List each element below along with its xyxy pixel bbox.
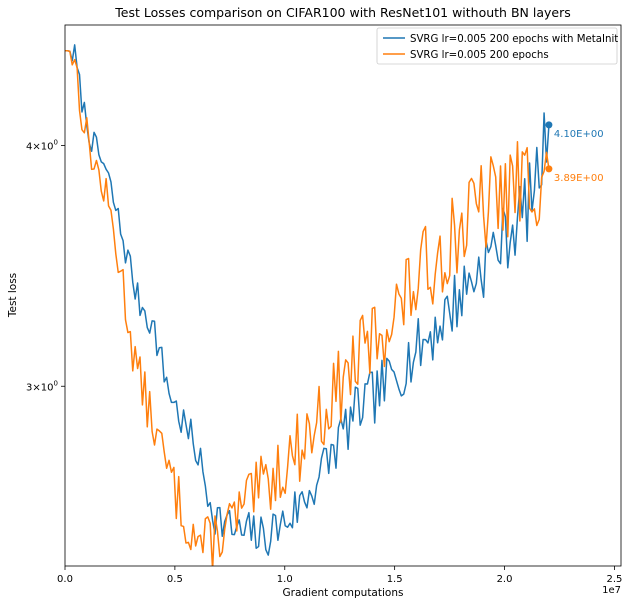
x-tick-label: 0.5 xyxy=(167,574,183,585)
x-tick-label: 2.0 xyxy=(497,574,513,585)
plot-frame xyxy=(64,24,622,567)
legend-entry-baseline: SVRG lr=0.005 200 epochs xyxy=(410,50,549,61)
legend: SVRG lr=0.005 200 epochs with MetaInit S… xyxy=(376,27,618,65)
legend-entry-metainit: SVRG lr=0.005 200 epochs with MetaInit xyxy=(410,34,618,45)
x-tick-label: 1.5 xyxy=(387,574,403,585)
y-tick-ten: 10 xyxy=(41,142,54,153)
series-end-label-0: 4.10E+00 xyxy=(554,129,604,140)
y-tick-ten: 10 xyxy=(41,382,54,393)
y-axis-label: Test loss xyxy=(7,273,19,318)
y-tick-mult: × xyxy=(32,142,40,153)
chart-title: Test Losses comparison on CIFAR100 with … xyxy=(114,5,570,20)
series-end-marker-1 xyxy=(545,165,553,173)
series-end-marker-0 xyxy=(545,121,553,129)
y-tick-base: 3 xyxy=(26,382,32,393)
x-tick-label: 0.0 xyxy=(57,574,73,585)
y-tick-label: 4×100 xyxy=(26,139,58,153)
y-tick-exponent: 0 xyxy=(54,139,58,147)
series-layer xyxy=(65,44,550,566)
x-axis-label: Gradient computations xyxy=(283,587,404,599)
end-markers: 4.10E+00 3.89E+00 xyxy=(545,121,604,184)
y-tick-exponent: 0 xyxy=(54,379,58,387)
y-tick-base: 4 xyxy=(26,142,32,153)
x-axis-ticks: 0.0 0.5 1.0 1.5 2.0 2.5 xyxy=(57,566,622,585)
series-end-label-1: 3.89E+00 xyxy=(554,173,604,184)
x-offset-text: 1e7 xyxy=(602,585,621,596)
series-line-1 xyxy=(65,50,550,566)
plot-area: 4.10E+00 3.89E+00 xyxy=(65,44,604,566)
y-tick-label: 3×100 xyxy=(26,379,58,393)
legend-box xyxy=(376,27,618,65)
y-tick-mult: × xyxy=(32,382,40,393)
x-tick-label: 2.5 xyxy=(606,574,622,585)
series-line-0 xyxy=(65,44,550,556)
x-tick-label: 1.0 xyxy=(277,574,293,585)
